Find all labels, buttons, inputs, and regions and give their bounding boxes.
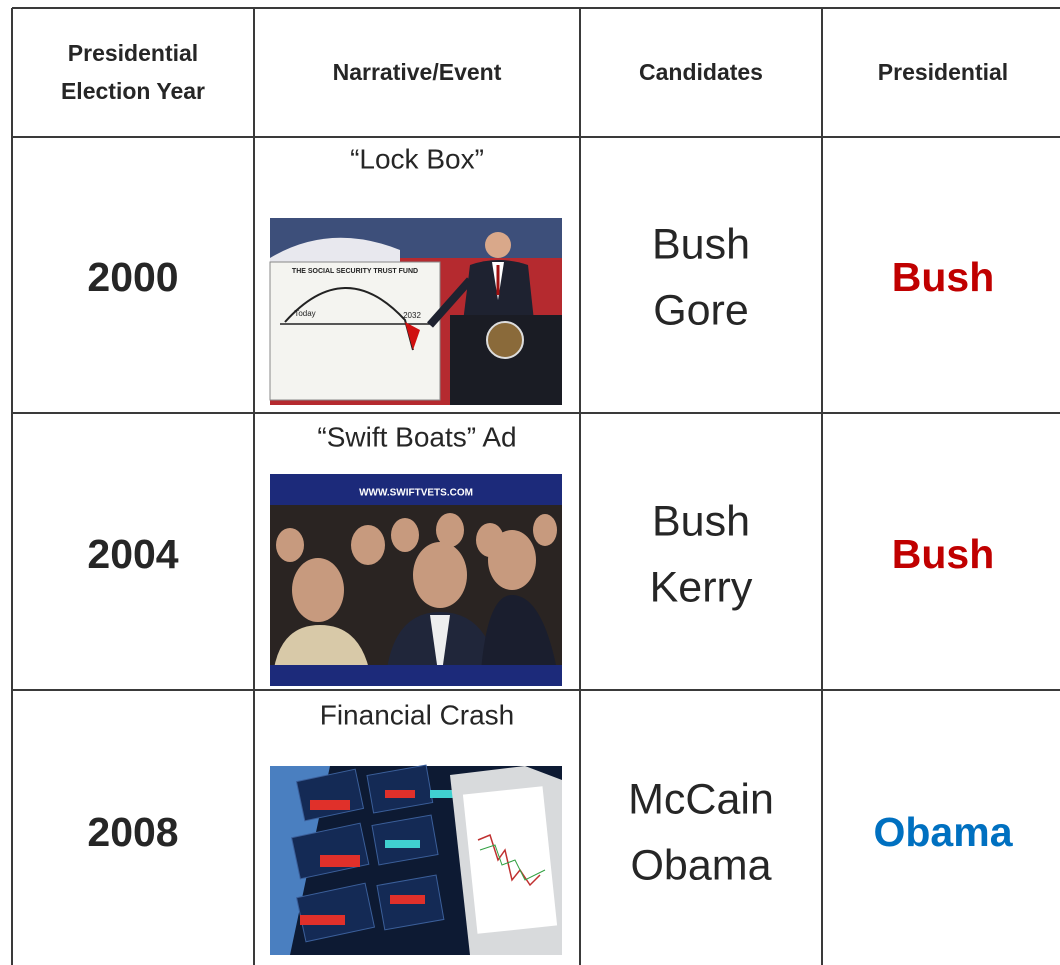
candidate: Bush <box>652 497 750 545</box>
header-cell: Election Year <box>61 78 205 104</box>
year: 2004 <box>87 531 178 577</box>
candidate: Bush <box>652 220 750 268</box>
header-cell: Narrative/Event <box>333 59 502 85</box>
narrative: “Lock Box” <box>350 143 484 174</box>
header-cell: Presidential <box>68 40 198 66</box>
image-financial-crash <box>270 764 562 955</box>
header-cell: Presidential <box>878 59 1008 85</box>
candidate: McCain <box>628 775 774 823</box>
winner: Bush <box>892 254 995 300</box>
image-caption: Today <box>294 309 315 318</box>
year: 2000 <box>87 254 178 300</box>
image-caption: WWW.SWIFTVETS.COM <box>359 488 473 499</box>
header-cell: Candidates <box>639 59 763 85</box>
narrative: “Swift Boats” Ad <box>317 421 516 452</box>
year: 2008 <box>87 809 178 855</box>
image-caption: THE SOCIAL SECURITY TRUST FUND <box>292 268 418 275</box>
image-lock-box: THE SOCIAL SECURITY TRUST FUND Today 203… <box>269 218 562 405</box>
image-swift-boats: WWW.SWIFTVETS.COM <box>270 474 562 686</box>
narrative: Financial Crash <box>320 699 515 730</box>
candidate: Gore <box>653 286 749 334</box>
candidate: Kerry <box>650 563 753 611</box>
table-grid <box>11 7 1060 965</box>
winner: Bush <box>892 531 995 577</box>
image-caption: 2032 <box>403 311 421 320</box>
winner: Obama <box>874 809 1014 855</box>
candidate: Obama <box>630 841 771 889</box>
